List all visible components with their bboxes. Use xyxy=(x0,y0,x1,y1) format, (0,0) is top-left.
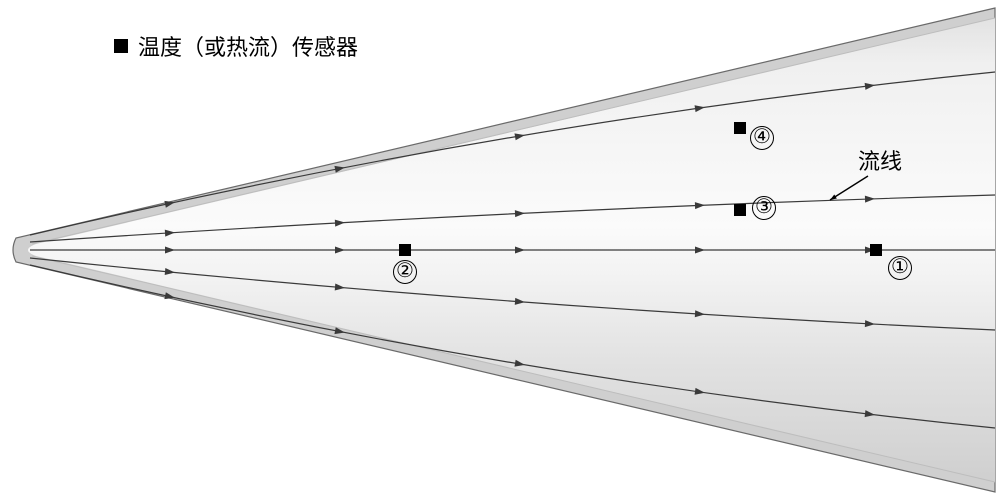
sensor-label: ② xyxy=(393,260,417,284)
sensor-marker xyxy=(399,244,411,256)
streamline-label: 流线 xyxy=(858,144,902,176)
legend: 温度（或热流）传感器 xyxy=(114,30,358,62)
diagram-canvas: 温度（或热流）传感器 ① ② ③ ④ 流线 xyxy=(0,0,1000,501)
sensor-marker xyxy=(734,204,746,216)
sensor-label: ① xyxy=(888,256,912,280)
legend-marker-icon xyxy=(114,39,128,53)
sensor-label: ③ xyxy=(752,196,776,220)
sensor-label: ④ xyxy=(750,126,774,150)
sensor-marker xyxy=(734,122,746,134)
sensor-marker xyxy=(870,244,882,256)
legend-text: 温度（或热流）传感器 xyxy=(138,30,358,62)
cone-diagram-svg xyxy=(0,0,1000,501)
